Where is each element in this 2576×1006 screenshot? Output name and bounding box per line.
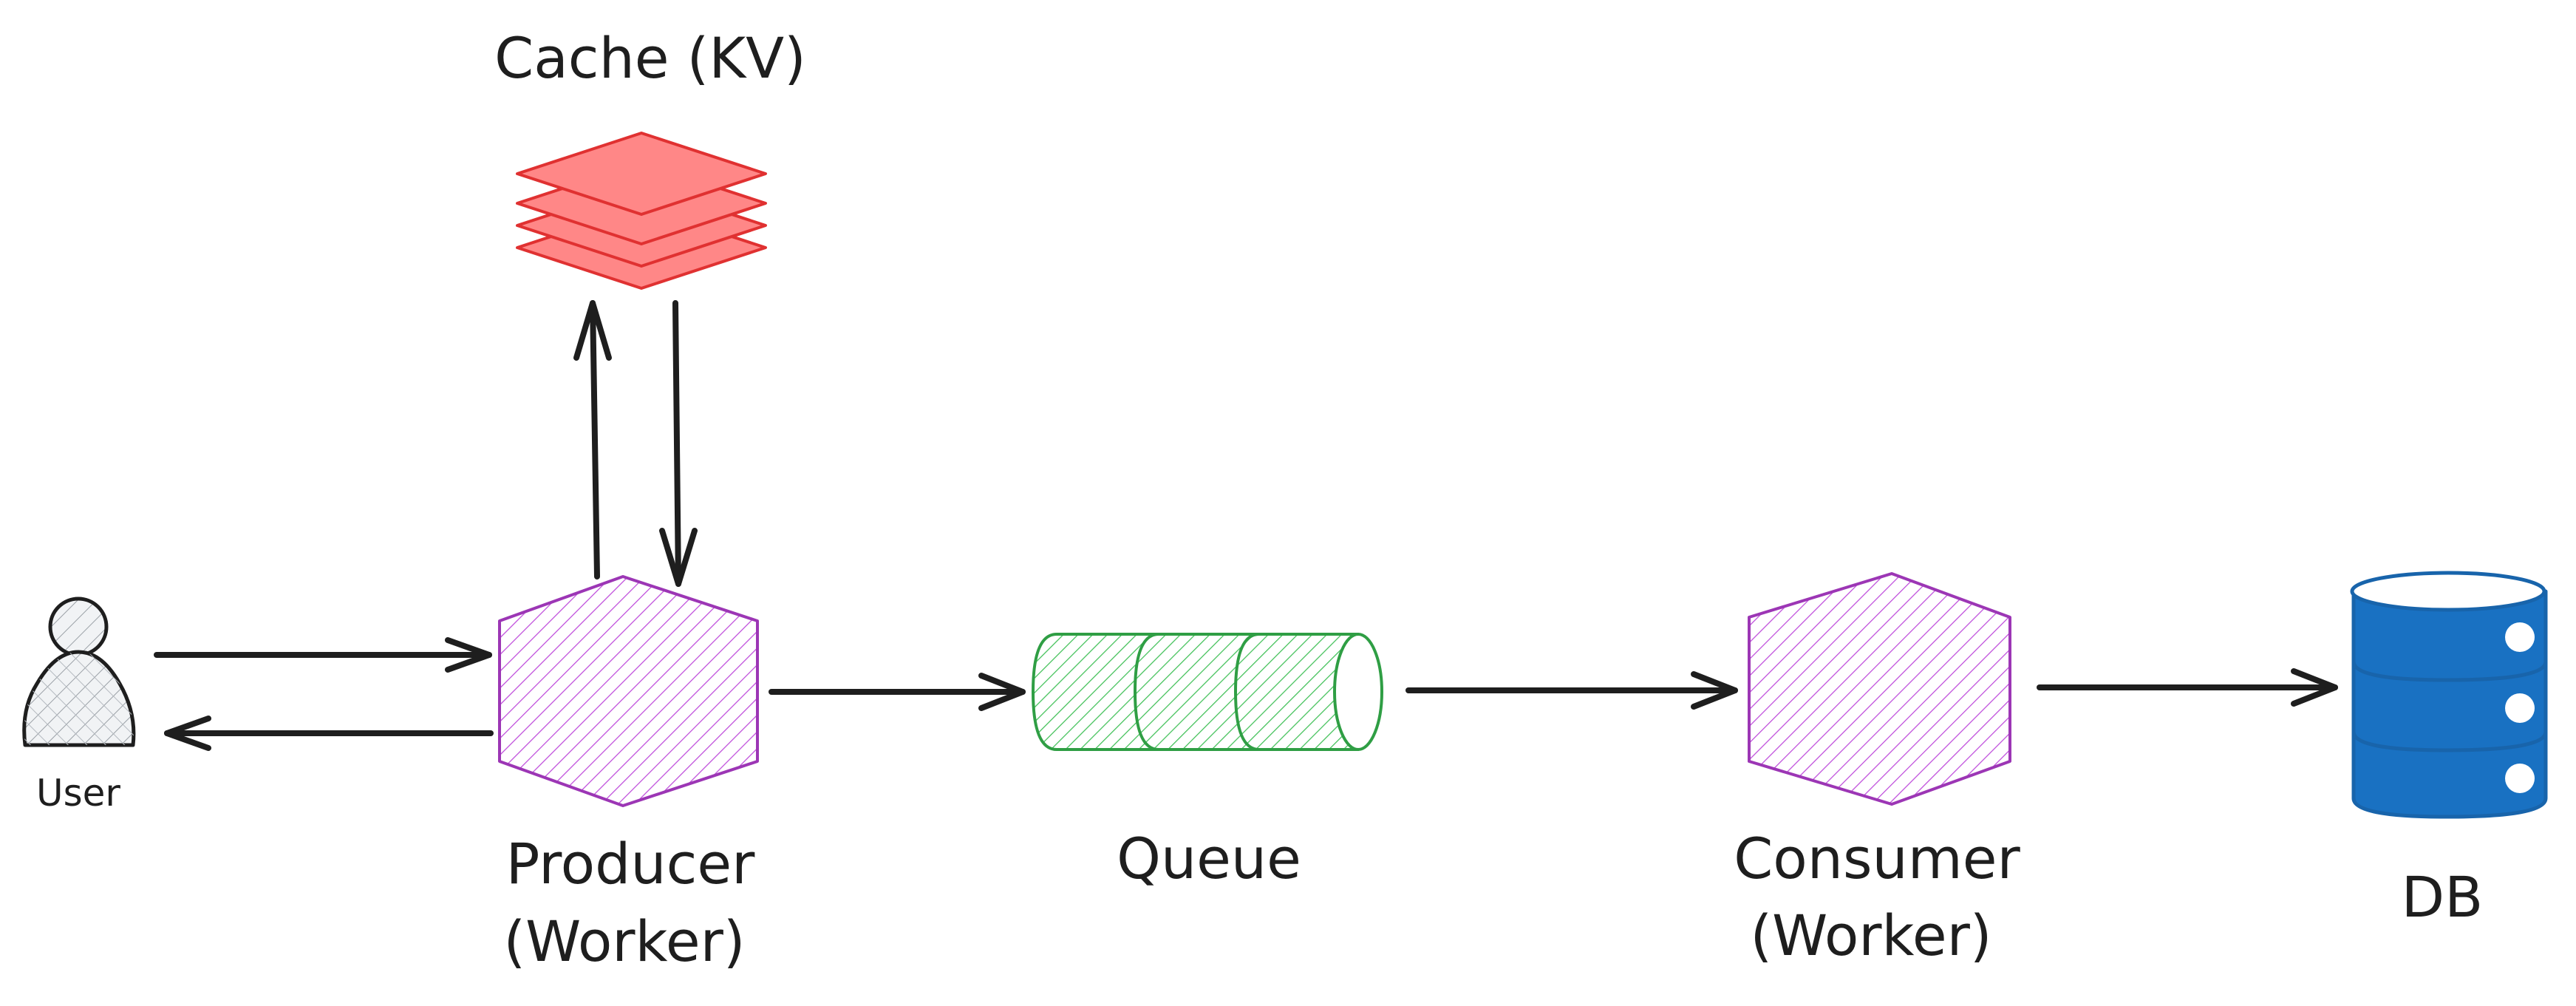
consumer-label-line1: Consumer xyxy=(1734,826,2020,891)
producer-label-line1: Producer xyxy=(506,831,756,897)
db-label: DB xyxy=(2402,864,2484,930)
arrow-producer-to-user xyxy=(164,716,494,751)
queue-cylinder-icon[interactable] xyxy=(1032,633,1383,751)
consumer-hexagon-icon[interactable] xyxy=(1748,572,2011,806)
database-icon[interactable] xyxy=(2350,571,2548,819)
producer-label-line2: (Worker) xyxy=(503,908,745,974)
cache-stack-icon[interactable] xyxy=(516,132,767,290)
arrow-producer-to-cache xyxy=(573,300,612,580)
user-icon[interactable] xyxy=(22,597,136,747)
arrow-user-to-producer xyxy=(154,637,492,673)
arrow-queue-to-consumer xyxy=(1405,671,1738,710)
user-label: User xyxy=(36,772,120,815)
consumer-label-line2: (Worker) xyxy=(1750,903,1991,968)
queue-label: Queue xyxy=(1117,826,1301,891)
arrow-consumer-to-db xyxy=(2037,668,2338,707)
producer-hexagon-icon[interactable] xyxy=(498,575,759,807)
cache-label: Cache (KV) xyxy=(494,25,806,91)
arrow-producer-to-queue xyxy=(769,673,1026,711)
arrow-cache-to-producer xyxy=(659,300,698,587)
